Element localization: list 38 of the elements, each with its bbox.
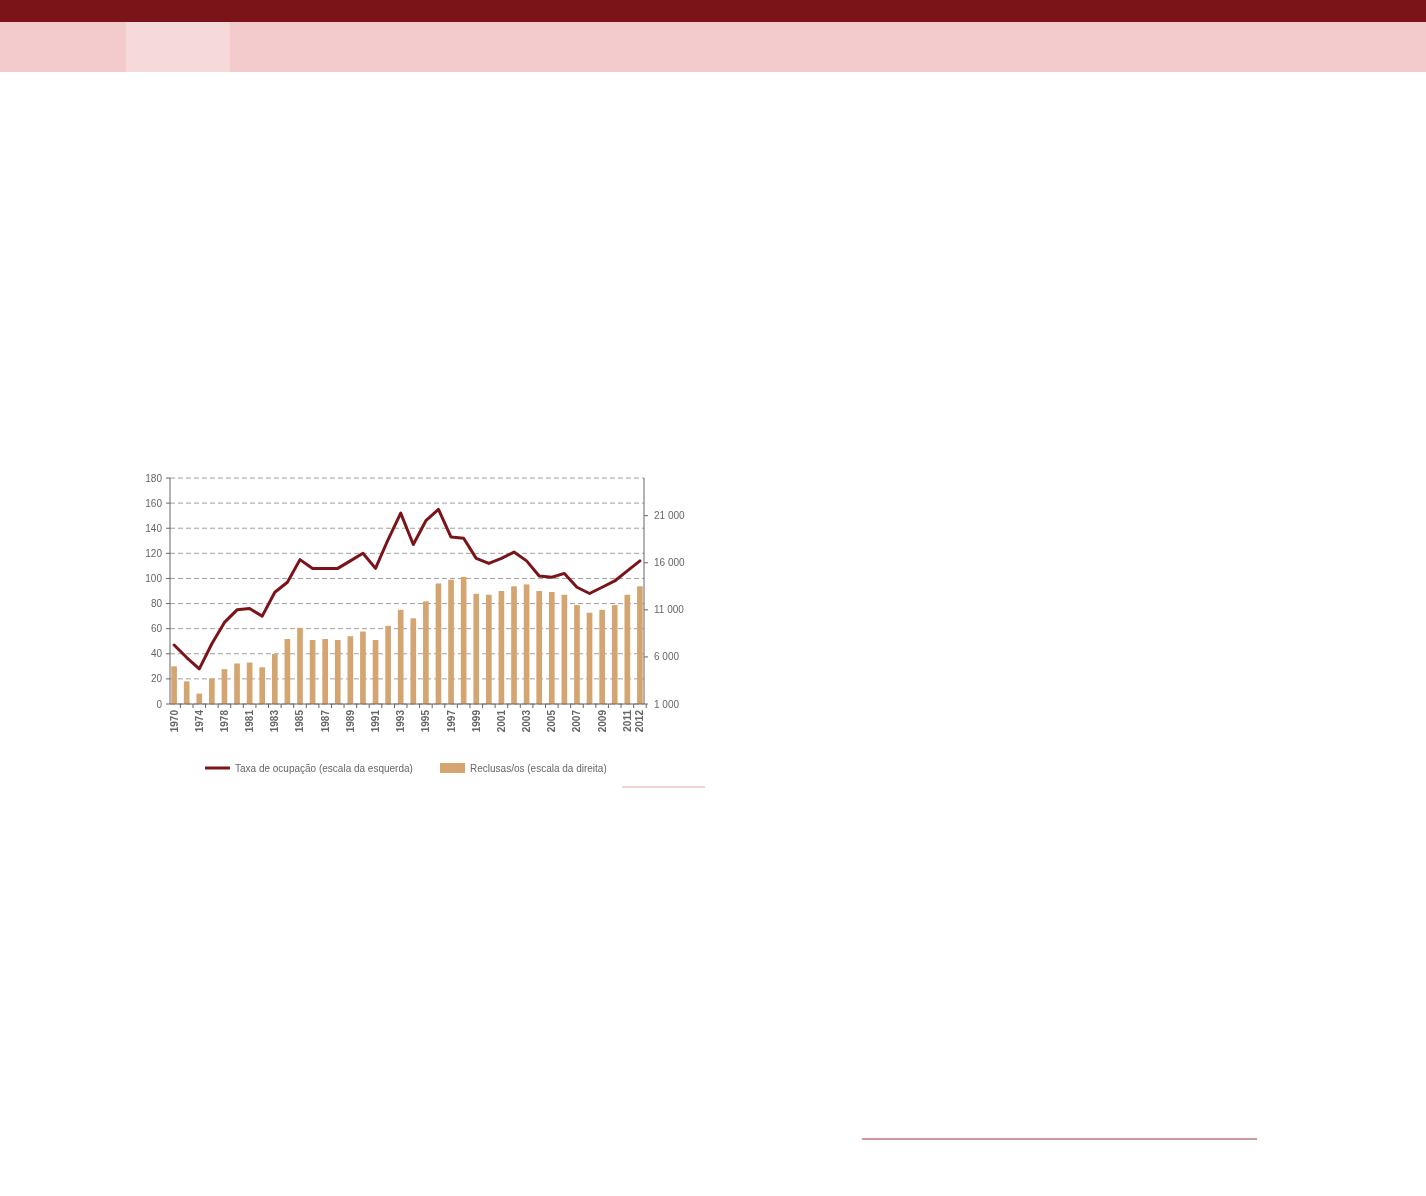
- y2-tick-label: 11 000: [654, 604, 685, 616]
- y2-tick-label: 21 000: [654, 510, 686, 522]
- y2-tick-label: 6 000: [654, 651, 680, 663]
- x-tick-label: 2005: [546, 709, 558, 733]
- y-tick-label: 140: [145, 522, 163, 534]
- x-tick-label: 2011: [621, 709, 633, 732]
- x-tick-label: 1997: [445, 709, 457, 733]
- x-tick-label: 2009: [596, 709, 608, 733]
- x-tick-label: 1989: [344, 709, 356, 733]
- x-tick-label: 2012: [634, 709, 646, 733]
- y-tick-label: 160: [145, 497, 163, 509]
- x-tick-label: 1987: [319, 709, 331, 733]
- line-series: [172, 507, 642, 671]
- x-tick-label: 2001: [495, 709, 507, 733]
- y-tick-label: 40: [150, 648, 163, 660]
- legend-label: Taxa de ocupação (escala da esquerda): [235, 762, 413, 774]
- y-tick-label: 20: [150, 673, 163, 685]
- x-tick-label: 1981: [244, 709, 256, 733]
- x-tick-label: 1999: [470, 709, 482, 733]
- x-tick-label: 1983: [269, 709, 281, 733]
- x-tick-label: 2007: [571, 709, 583, 733]
- legend-label: Reclusas/os (escala da direita): [470, 762, 607, 774]
- y-tick-label: 80: [150, 598, 163, 610]
- x-tick-label: 2003: [521, 709, 533, 733]
- y-tick-label: 100: [145, 572, 163, 584]
- x-tick-label: 1970: [168, 709, 180, 733]
- y-tick-label: 60: [150, 623, 163, 635]
- y-tick-label: 180: [145, 472, 163, 484]
- y-tick-label: 0: [156, 698, 163, 710]
- x-tick-label: 1991: [370, 709, 382, 733]
- y2-tick-label: 1 000: [654, 698, 680, 710]
- y2-tick-label: 16 000: [654, 557, 686, 569]
- x-tick-label: 1974: [193, 709, 205, 733]
- x-tick-label: 1985: [294, 709, 306, 733]
- x-tick-label: 1978: [218, 709, 230, 733]
- y-tick-label: 120: [145, 547, 163, 559]
- x-tick-label: 1993: [395, 709, 407, 733]
- x-tick-label: 1995: [420, 709, 432, 733]
